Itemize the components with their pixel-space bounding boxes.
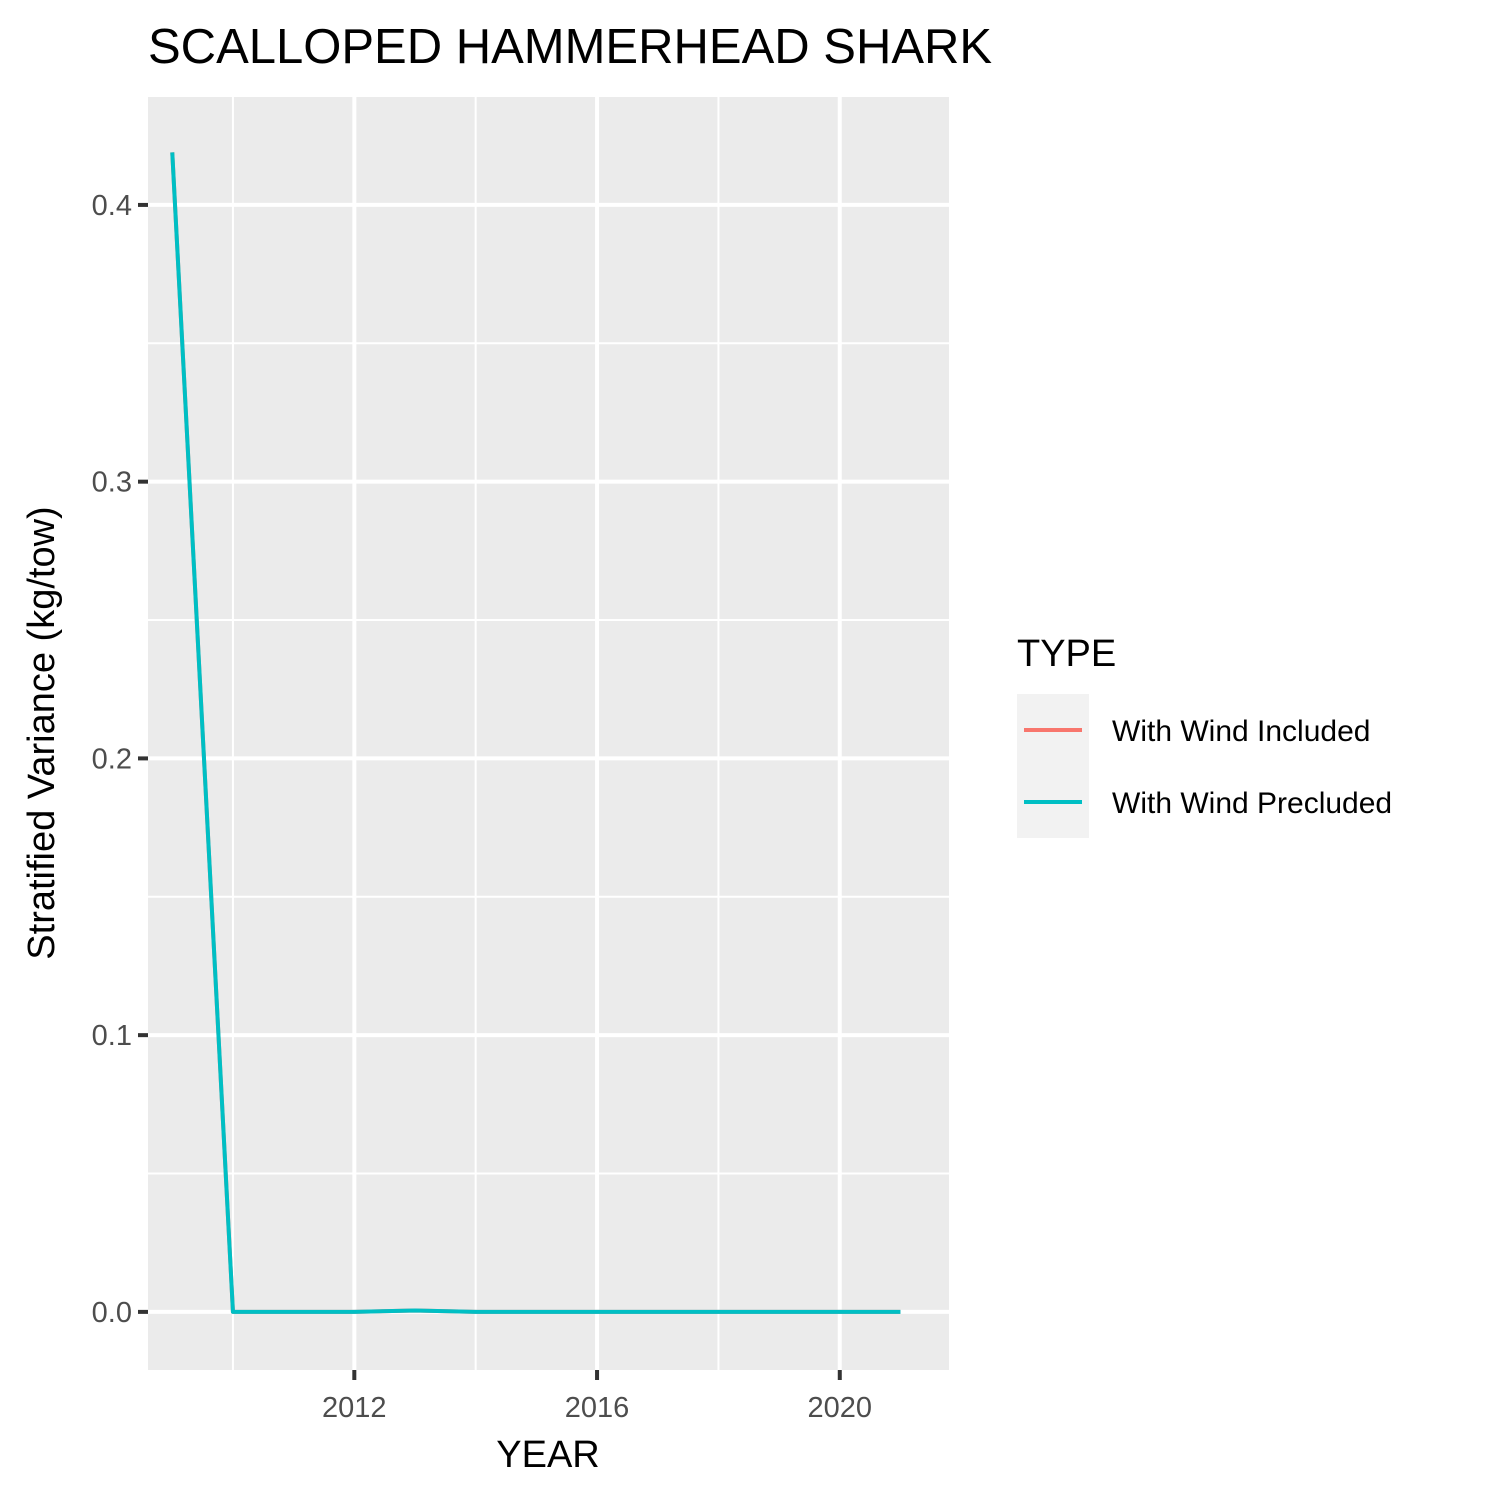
legend-title: TYPE [1017,633,1116,675]
minor-gridlines [148,97,949,1370]
legend-key-background [1017,694,1089,838]
y-tick-label-1: 0.1 [92,1020,132,1052]
y-axis-title: Stratified Variance (kg/tow) [21,506,63,959]
x-axis: 2012 2016 2020 [322,1370,872,1424]
x-tick-label-1: 2016 [565,1392,630,1424]
y-tick-label-0: 0.0 [92,1297,132,1329]
y-axis: 0.0 0.1 0.2 0.3 0.4 [92,190,148,1329]
y-tick-label-2: 0.2 [92,743,132,775]
legend-label-1: With Wind Precluded [1112,787,1392,820]
plot-panel [148,97,949,1370]
y-tick-label-3: 0.3 [92,467,132,499]
x-axis-title: YEAR [496,1434,599,1476]
series-layer [170,152,901,1314]
legend-label-0: With Wind Included [1112,715,1370,748]
chart-title: SCALLOPED HAMMERHEAD SHARK [148,20,992,74]
y-tick-label-4: 0.4 [92,190,132,222]
x-tick-label-2: 2020 [808,1392,873,1424]
series-line-1 [170,152,901,1314]
major-gridlines [148,97,949,1370]
legend-items: With Wind Included With Wind Precluded [1017,694,1392,838]
x-tick-label-0: 2012 [322,1392,387,1424]
legend: TYPE With Wind Included With Wind Preclud… [1017,633,1392,838]
